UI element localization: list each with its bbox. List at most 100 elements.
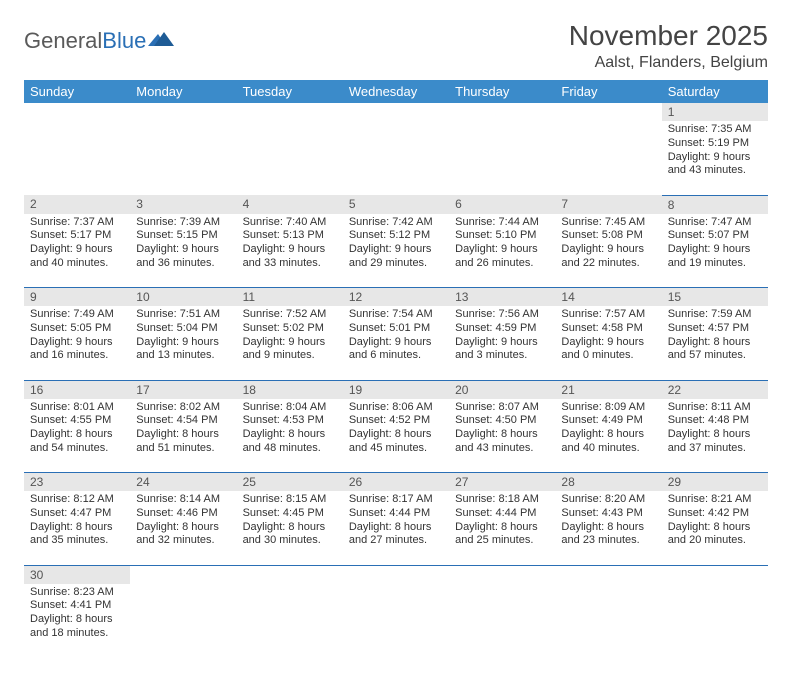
daylight-line1: Daylight: 8 hours xyxy=(243,428,337,442)
daylight-line1: Daylight: 8 hours xyxy=(349,521,443,535)
day-body-cell: Sunrise: 7:42 AMSunset: 5:12 PMDaylight:… xyxy=(343,214,449,288)
sunset-text: Sunset: 5:17 PM xyxy=(30,229,124,243)
day-details: Sunrise: 8:04 AMSunset: 4:53 PMDaylight:… xyxy=(237,399,343,460)
day-number-row: 30 xyxy=(24,565,768,584)
day-number-row: 9101112131415 xyxy=(24,288,768,307)
day-number-cell xyxy=(24,103,130,121)
weekday-header: Wednesday xyxy=(343,80,449,103)
sunset-text: Sunset: 5:07 PM xyxy=(668,229,762,243)
day-details: Sunrise: 8:23 AMSunset: 4:41 PMDaylight:… xyxy=(24,584,130,645)
sunset-text: Sunset: 4:44 PM xyxy=(455,507,549,521)
day-details: Sunrise: 7:49 AMSunset: 5:05 PMDaylight:… xyxy=(24,306,130,367)
sunrise-text: Sunrise: 8:11 AM xyxy=(668,401,762,415)
daylight-line1: Daylight: 8 hours xyxy=(30,521,124,535)
daylight-line2: and 54 minutes. xyxy=(30,442,124,456)
day-details: Sunrise: 7:47 AMSunset: 5:07 PMDaylight:… xyxy=(662,214,768,275)
sunrise-text: Sunrise: 7:57 AM xyxy=(561,308,655,322)
day-details: Sunrise: 8:14 AMSunset: 4:46 PMDaylight:… xyxy=(130,491,236,552)
sunset-text: Sunset: 4:45 PM xyxy=(243,507,337,521)
daylight-line1: Daylight: 8 hours xyxy=(668,428,762,442)
day-number-cell: 24 xyxy=(130,473,236,492)
day-body-cell: Sunrise: 8:09 AMSunset: 4:49 PMDaylight:… xyxy=(555,399,661,473)
day-body-cell xyxy=(555,584,661,658)
sunset-text: Sunset: 4:58 PM xyxy=(561,322,655,336)
daylight-line1: Daylight: 8 hours xyxy=(349,428,443,442)
day-body-cell xyxy=(24,121,130,195)
sunrise-text: Sunrise: 8:07 AM xyxy=(455,401,549,415)
day-body-cell xyxy=(449,584,555,658)
title-block: November 2025 Aalst, Flanders, Belgium xyxy=(569,20,768,72)
day-number-cell: 28 xyxy=(555,473,661,492)
daylight-line2: and 22 minutes. xyxy=(561,257,655,271)
day-details: Sunrise: 7:37 AMSunset: 5:17 PMDaylight:… xyxy=(24,214,130,275)
daylight-line1: Daylight: 9 hours xyxy=(30,336,124,350)
sunrise-text: Sunrise: 7:51 AM xyxy=(136,308,230,322)
sunset-text: Sunset: 4:59 PM xyxy=(455,322,549,336)
day-body-cell: Sunrise: 7:49 AMSunset: 5:05 PMDaylight:… xyxy=(24,306,130,380)
sunrise-text: Sunrise: 7:37 AM xyxy=(30,216,124,230)
sunset-text: Sunset: 4:57 PM xyxy=(668,322,762,336)
daylight-line2: and 57 minutes. xyxy=(668,349,762,363)
day-details: Sunrise: 8:11 AMSunset: 4:48 PMDaylight:… xyxy=(662,399,768,460)
day-number-cell: 14 xyxy=(555,288,661,307)
logo-flag-icon xyxy=(148,32,174,50)
day-body-cell xyxy=(343,584,449,658)
day-details: Sunrise: 8:01 AMSunset: 4:55 PMDaylight:… xyxy=(24,399,130,460)
daylight-line2: and 40 minutes. xyxy=(561,442,655,456)
daylight-line1: Daylight: 8 hours xyxy=(30,428,124,442)
day-number-cell xyxy=(343,103,449,121)
sunset-text: Sunset: 4:55 PM xyxy=(30,414,124,428)
daylight-line1: Daylight: 8 hours xyxy=(455,428,549,442)
location: Aalst, Flanders, Belgium xyxy=(569,54,768,72)
month-title: November 2025 xyxy=(569,20,768,52)
sunset-text: Sunset: 5:19 PM xyxy=(668,137,762,151)
sunset-text: Sunset: 4:53 PM xyxy=(243,414,337,428)
day-number-cell: 22 xyxy=(662,380,768,399)
day-body-cell: Sunrise: 7:40 AMSunset: 5:13 PMDaylight:… xyxy=(237,214,343,288)
day-body-cell: Sunrise: 7:39 AMSunset: 5:15 PMDaylight:… xyxy=(130,214,236,288)
daylight-line1: Daylight: 9 hours xyxy=(30,243,124,257)
day-body-cell xyxy=(130,121,236,195)
daylight-line2: and 43 minutes. xyxy=(668,164,762,178)
daylight-line1: Daylight: 8 hours xyxy=(455,521,549,535)
sunset-text: Sunset: 5:01 PM xyxy=(349,322,443,336)
day-details: Sunrise: 7:54 AMSunset: 5:01 PMDaylight:… xyxy=(343,306,449,367)
daylight-line1: Daylight: 9 hours xyxy=(243,243,337,257)
day-body-row: Sunrise: 7:35 AMSunset: 5:19 PMDaylight:… xyxy=(24,121,768,195)
day-number-cell: 8 xyxy=(662,195,768,214)
weekday-header: Sunday xyxy=(24,80,130,103)
day-body-cell: Sunrise: 8:18 AMSunset: 4:44 PMDaylight:… xyxy=(449,491,555,565)
weekday-header: Friday xyxy=(555,80,661,103)
daylight-line1: Daylight: 9 hours xyxy=(668,151,762,165)
day-number-cell: 15 xyxy=(662,288,768,307)
day-body-cell: Sunrise: 7:44 AMSunset: 5:10 PMDaylight:… xyxy=(449,214,555,288)
sunset-text: Sunset: 4:49 PM xyxy=(561,414,655,428)
day-body-cell: Sunrise: 7:51 AMSunset: 5:04 PMDaylight:… xyxy=(130,306,236,380)
sunrise-text: Sunrise: 7:59 AM xyxy=(668,308,762,322)
daylight-line1: Daylight: 9 hours xyxy=(668,243,762,257)
day-details: Sunrise: 7:59 AMSunset: 4:57 PMDaylight:… xyxy=(662,306,768,367)
sunset-text: Sunset: 4:52 PM xyxy=(349,414,443,428)
day-number-cell: 29 xyxy=(662,473,768,492)
daylight-line1: Daylight: 8 hours xyxy=(136,428,230,442)
day-number-cell: 20 xyxy=(449,380,555,399)
daylight-line2: and 45 minutes. xyxy=(349,442,443,456)
daylight-line1: Daylight: 9 hours xyxy=(561,336,655,350)
day-body-row: Sunrise: 7:37 AMSunset: 5:17 PMDaylight:… xyxy=(24,214,768,288)
daylight-line2: and 37 minutes. xyxy=(668,442,762,456)
sunrise-text: Sunrise: 8:17 AM xyxy=(349,493,443,507)
day-details: Sunrise: 8:02 AMSunset: 4:54 PMDaylight:… xyxy=(130,399,236,460)
day-details: Sunrise: 8:06 AMSunset: 4:52 PMDaylight:… xyxy=(343,399,449,460)
day-details: Sunrise: 7:40 AMSunset: 5:13 PMDaylight:… xyxy=(237,214,343,275)
day-body-cell: Sunrise: 8:06 AMSunset: 4:52 PMDaylight:… xyxy=(343,399,449,473)
day-details: Sunrise: 7:39 AMSunset: 5:15 PMDaylight:… xyxy=(130,214,236,275)
daylight-line2: and 29 minutes. xyxy=(349,257,443,271)
daylight-line2: and 36 minutes. xyxy=(136,257,230,271)
day-number-cell: 11 xyxy=(237,288,343,307)
day-body-row: Sunrise: 8:01 AMSunset: 4:55 PMDaylight:… xyxy=(24,399,768,473)
logo-text-1: General xyxy=(24,28,102,54)
daylight-line1: Daylight: 9 hours xyxy=(349,336,443,350)
sunrise-text: Sunrise: 8:23 AM xyxy=(30,586,124,600)
calendar-table: Sunday Monday Tuesday Wednesday Thursday… xyxy=(24,80,768,658)
daylight-line2: and 23 minutes. xyxy=(561,534,655,548)
